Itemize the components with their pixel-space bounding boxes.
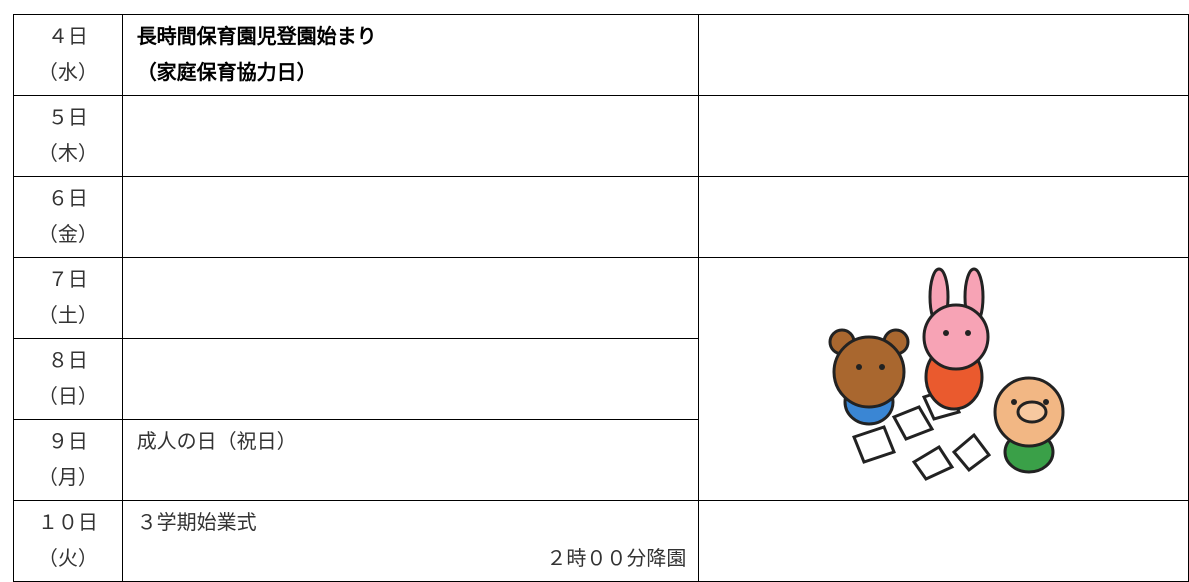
schedule-table: ４日 （水） 長時間保育園児登園始まり （家庭保育協力日） ５日 （木） ６日 （金） … [13, 14, 1189, 582]
date-cell: ８日 （日） [13, 338, 123, 420]
date: ８日 [47, 348, 88, 372]
date-cell: ４日 （水） [13, 14, 123, 96]
event: （家庭保育協力日） [136, 60, 317, 84]
event-cell [121, 257, 700, 339]
row: ４日 （水） 長時間保育園児登園始まり （家庭保育協力日） [13, 14, 1189, 96]
row: ５日 （木） [13, 95, 1189, 177]
date-cell: ５日 （木） [13, 95, 123, 177]
date-cell: １０日 （火） [13, 500, 123, 582]
note-cell [698, 500, 1189, 582]
row: ６日 （金） [13, 176, 1189, 258]
row: ７日 （土） [13, 257, 1189, 501]
weekday: （火） [37, 546, 98, 570]
page: ４日 （水） 長時間保育園児登園始まり （家庭保育協力日） ５日 （木） ６日 （金） … [13, 14, 1189, 582]
note-cell [698, 176, 1189, 258]
event-cell: 長時間保育園児登園始まり （家庭保育協力日） [121, 14, 700, 96]
event: 長時間保育園児登園始まり [136, 24, 377, 48]
weekday: （日） [37, 384, 98, 408]
weekday: （月） [37, 465, 98, 489]
date-cell: ９日 （月） [13, 419, 123, 501]
event: 成人の日（祝日） [136, 429, 297, 453]
date-cell: ７日 （土） [13, 257, 123, 339]
event-cell: ３学期始業式 ２時００分降園 [121, 500, 700, 582]
date: １０日 [37, 510, 98, 534]
event-cell: 成人の日（祝日） [121, 419, 700, 501]
date: ７日 [47, 267, 88, 291]
date: ９日 [47, 429, 88, 453]
event: ２時００分降園 [546, 546, 687, 570]
weekday: （水） [37, 60, 98, 84]
note-cell [698, 14, 1189, 96]
weekday: （土） [37, 303, 98, 327]
event: ３学期始業式 [136, 510, 257, 534]
date: ４日 [47, 24, 88, 48]
weekday: （木） [37, 141, 98, 165]
row: １０日 （火） ３学期始業式 ２時００分降園 [13, 500, 1189, 582]
note-cell [698, 95, 1189, 177]
date-cell: ６日 （金） [13, 176, 123, 258]
date: ５日 [47, 105, 88, 129]
event-cell [121, 176, 700, 258]
event-cell [121, 95, 700, 177]
illustration-cell [698, 257, 1189, 501]
event-cell [121, 338, 700, 420]
weekday: （金） [37, 222, 98, 246]
date: ６日 [47, 186, 88, 210]
row: ９日 （月） 成人の日（祝日） [13, 419, 1189, 501]
illustration [828, 267, 1065, 481]
